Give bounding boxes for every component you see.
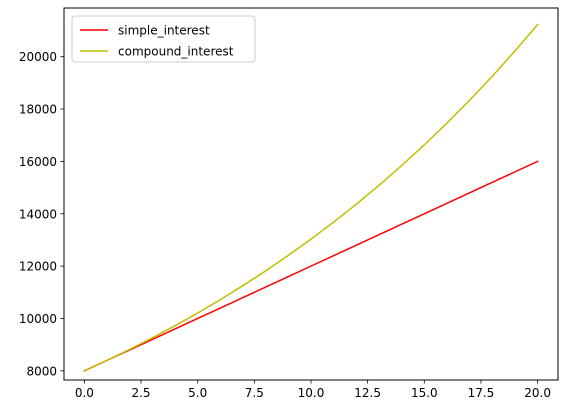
y-axis: 8000 10000 12000 14000 16000 18000 20000 xyxy=(19,50,64,378)
x-tick-label: 5.0 xyxy=(188,386,207,400)
x-axis: 0.0 2.5 5.0 7.5 10.0 12.5 15.0 17.5 20.0 xyxy=(75,380,551,400)
x-tick-label: 10.0 xyxy=(298,386,325,400)
x-tick-label: 12.5 xyxy=(354,386,381,400)
series-lines xyxy=(83,23,539,372)
legend: simple_interest compound_interest xyxy=(71,15,256,63)
y-tick-label: 8000 xyxy=(26,364,57,378)
x-tick-label: 0.0 xyxy=(75,386,94,400)
x-tick-label: 17.5 xyxy=(468,386,495,400)
y-tick-label: 18000 xyxy=(19,103,57,117)
x-tick-label: 20.0 xyxy=(524,386,551,400)
y-tick-label: 12000 xyxy=(19,260,57,274)
x-tick-label: 2.5 xyxy=(131,386,150,400)
y-tick-label: 10000 xyxy=(19,312,57,326)
x-tick-label: 7.5 xyxy=(245,386,264,400)
legend-box xyxy=(71,15,256,63)
series-line-compound-interest xyxy=(83,23,539,372)
legend-label-compound-interest: compound_interest xyxy=(118,45,234,59)
plot-area: 0.0 2.5 5.0 7.5 10.0 12.5 15.0 17.5 20.0 8000 100… xyxy=(19,7,559,400)
y-tick-label: 20000 xyxy=(19,50,57,64)
y-tick-label: 16000 xyxy=(19,155,57,169)
x-tick-label: 15.0 xyxy=(411,386,438,400)
legend-label-simple-interest: simple_interest xyxy=(118,24,210,38)
y-tick-label: 14000 xyxy=(19,207,57,221)
series-line-simple-interest xyxy=(83,160,539,372)
